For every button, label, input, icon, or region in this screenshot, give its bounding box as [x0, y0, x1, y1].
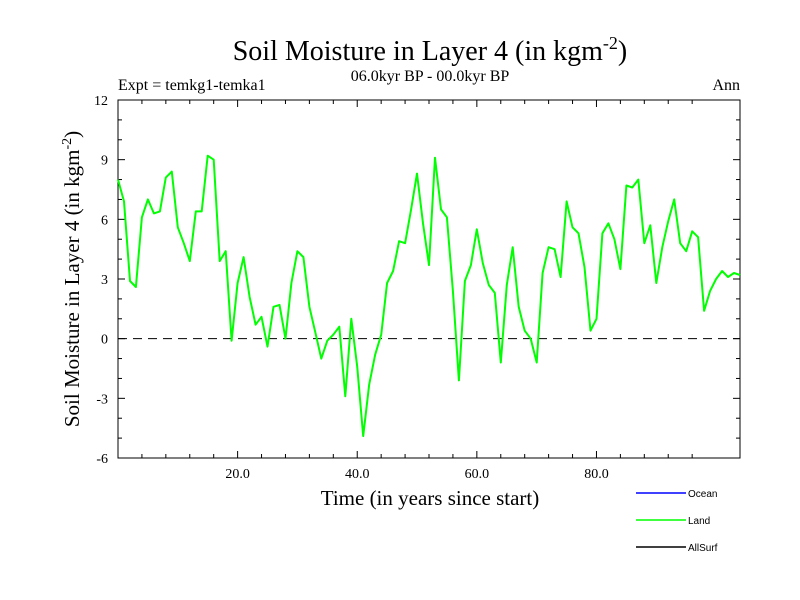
- y-tick-label: 6: [101, 213, 108, 228]
- y-tick-label: 12: [94, 94, 108, 109]
- y-axis: -6 -3 0 3 6 9 12: [94, 94, 740, 467]
- x-tick-label: 40.0: [345, 467, 370, 482]
- legend-label-land: Land: [688, 516, 710, 527]
- series-line-land: [117, 154, 741, 438]
- plot-frame: [117, 99, 741, 459]
- series-layer: [117, 154, 741, 438]
- legend-label-ocean: Ocean: [688, 489, 717, 500]
- y-axis-label-close: ): [60, 131, 84, 138]
- chart-title: Soil Moisture in Layer 4 (in kgm-2): [233, 33, 628, 67]
- y-tick-label: 9: [101, 154, 108, 169]
- y-tick-label: 3: [101, 273, 108, 288]
- legend: Ocean Land AllSurf: [636, 489, 718, 554]
- y-axis-label-superscript: -2: [60, 138, 75, 150]
- chart-title-close: ): [618, 36, 627, 67]
- chart-title-superscript: -2: [603, 33, 618, 53]
- chart-subtitle: 06.0kyr BP - 00.0kyr BP: [351, 68, 510, 85]
- x-tick-label: 60.0: [465, 467, 490, 482]
- chart-title-text: Soil Moisture in Layer 4 (in kgm: [233, 36, 603, 67]
- x-axis: 20.0 40.0 60.0 80.0: [141, 100, 693, 482]
- y-tick-label: -6: [96, 452, 108, 467]
- y-tick-label: -3: [96, 392, 108, 407]
- y-axis-label-text: Soil Moisture in Layer 4 (in kgm: [60, 150, 84, 428]
- y-tick-label: 0: [101, 333, 108, 348]
- legend-label-allsurf: AllSurf: [688, 543, 718, 554]
- x-tick-label: 80.0: [584, 467, 609, 482]
- season-label: Ann: [712, 77, 740, 94]
- experiment-label: Expt = temkg1-temka1: [118, 77, 266, 94]
- y-axis-label: Soil Moisture in Layer 4 (in kgm-2): [60, 131, 84, 427]
- x-tick-label: 20.0: [225, 467, 250, 482]
- x-axis-label: Time (in years since start): [321, 486, 540, 510]
